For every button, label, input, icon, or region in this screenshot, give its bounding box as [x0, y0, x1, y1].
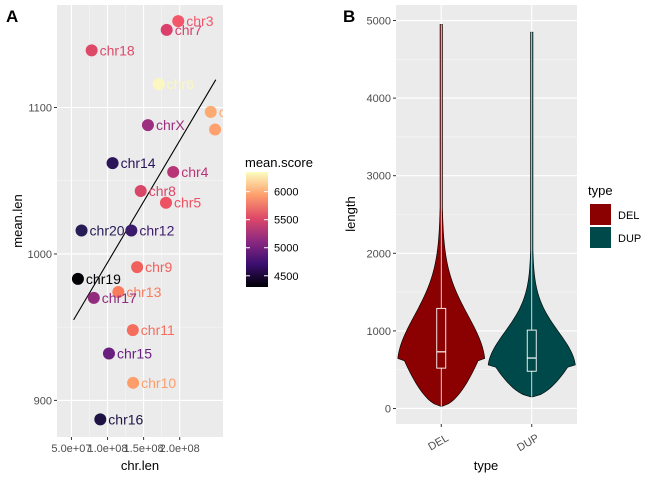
- x-tick-label: 5.0e+07: [51, 443, 91, 455]
- y-tick-label: 5000: [367, 16, 391, 28]
- x-tick-label: 1.5e+08: [124, 443, 164, 455]
- point-label-chr3: chr3: [186, 13, 213, 29]
- y-tick-label: 3000: [367, 171, 391, 183]
- panel-a-x-axis-title: chr.len: [121, 458, 159, 473]
- panel-a-y-ticks: 900 1000 1100: [28, 103, 57, 407]
- point-chr15: [102, 347, 115, 360]
- colorbar-tick-label: 5500: [274, 215, 298, 227]
- legend-label-DUP: DUP: [618, 233, 641, 245]
- box-DUP: [526, 329, 537, 372]
- box-DEL: [436, 307, 447, 369]
- point-label-chr9: chr9: [145, 259, 172, 275]
- point-chr13: [112, 286, 125, 299]
- point-chr12: [125, 224, 138, 237]
- panel-a-tag: A: [6, 7, 18, 26]
- point-chr8: [134, 184, 147, 197]
- point-chr16: [94, 413, 107, 426]
- panel-b-legend: type DEL DUP: [588, 183, 641, 248]
- point-chr4: [167, 165, 180, 178]
- colorbar: [246, 172, 268, 287]
- y-tick-label: 0: [385, 403, 391, 415]
- point-chr7: [160, 23, 173, 36]
- legend-items: DEL DUP: [590, 204, 641, 248]
- panel-a-trend-line: [73, 79, 217, 321]
- panel-a-y-axis-title: mean.len: [10, 194, 25, 247]
- point-chr5: [159, 196, 172, 209]
- point-chr17: [87, 291, 100, 304]
- x-tick-label: 1.0e+08: [87, 443, 127, 455]
- colorbar-tick-label: 4500: [274, 271, 298, 283]
- colorbar-tick-label: 5000: [274, 243, 298, 255]
- point-chr1: [209, 123, 222, 136]
- point-chr9: [131, 261, 144, 274]
- trend-line: [73, 79, 217, 321]
- point-label-chr13: chr13: [126, 284, 161, 300]
- colorbar-tick-label: 6000: [274, 187, 298, 199]
- point-chr2: [204, 105, 217, 118]
- panel-b-tag: B: [343, 7, 355, 26]
- panel-a-x-ticks: 5.0e+071.0e+081.5e+082.0e+08: [51, 437, 200, 455]
- panel-b-x-ticks: DEL DUP: [426, 424, 541, 454]
- y-tick-label: 4000: [367, 93, 391, 105]
- point-label-chr20: chr20: [90, 223, 125, 239]
- point-label-chr19: chr19: [86, 271, 121, 287]
- x-tick-label: DUP: [515, 432, 541, 454]
- point-label-chr4: chr4: [181, 164, 208, 180]
- panel-b-violins: [397, 24, 576, 407]
- y-tick-label: 1000: [28, 249, 52, 261]
- point-label-chr11: chr11: [141, 322, 175, 338]
- panel-a-grid: [57, 5, 223, 437]
- point-chr6: [152, 78, 165, 91]
- point-label-chr5: chr5: [174, 195, 201, 211]
- point-label-chr7: chr7: [175, 22, 202, 38]
- point-label-chr6: chr6: [167, 76, 194, 92]
- colorbar-title: mean.score: [245, 155, 313, 170]
- point-label-chr8: chr8: [149, 183, 176, 199]
- legend-title: type: [588, 183, 613, 198]
- panel-b-y-axis-title: length: [343, 196, 358, 231]
- point-chr10: [127, 376, 140, 389]
- point-label-chr17: chr17: [102, 290, 137, 306]
- point-label-chr10: chr10: [141, 375, 176, 391]
- panel-a-legend: mean.score 4500 5000 5500 6000: [245, 155, 313, 287]
- panel-a-points: [71, 15, 222, 426]
- point-chr18: [85, 44, 98, 57]
- legend-key-DEL: [590, 204, 611, 225]
- point-label-chrX: chrX: [156, 117, 185, 133]
- panel-b: B 0 1000 2000 3000 4000 5000 DEL DUP type leng…: [343, 5, 641, 473]
- x-tick-label: 2.0e+08: [160, 443, 200, 455]
- panel-b-y-ticks: 0 1000 2000 3000 4000 5000: [367, 16, 396, 415]
- point-chr20: [75, 224, 88, 237]
- point-label-chr2: chr2: [219, 104, 246, 120]
- point-chr11: [126, 324, 139, 337]
- x-tick-label: DEL: [426, 432, 451, 453]
- y-tick-label: 900: [34, 395, 52, 407]
- y-tick-label: 1100: [28, 103, 52, 115]
- y-tick-label: 2000: [367, 248, 391, 260]
- colorbar-ticks: 4500 5000 5500 6000: [246, 187, 298, 283]
- point-chr14: [106, 157, 119, 170]
- point-chr19: [71, 272, 84, 285]
- panel-a-plot-background: [57, 5, 223, 437]
- point-chr3: [172, 15, 185, 28]
- point-label-chr16: chr16: [108, 411, 143, 427]
- legend-key-DUP: [590, 227, 611, 248]
- y-tick-label: 1000: [367, 326, 391, 338]
- point-chrX: [141, 119, 154, 132]
- point-label-chr1: chr1: [223, 121, 250, 137]
- point-label-chr12: chr12: [139, 223, 174, 239]
- point-label-chr15: chr15: [117, 346, 152, 362]
- panel-b-x-axis-title: type: [474, 458, 499, 473]
- point-label-chr18: chr18: [100, 42, 135, 58]
- point-label-chr14: chr14: [121, 155, 156, 171]
- legend-label-DEL: DEL: [618, 210, 639, 222]
